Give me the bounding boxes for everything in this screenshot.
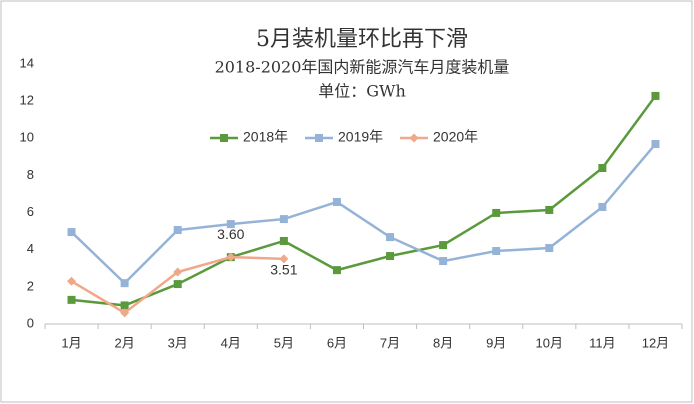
- legend-label: 2019年: [338, 129, 383, 145]
- data-point: [226, 252, 236, 262]
- legend-label: 2018年: [243, 129, 288, 145]
- y-tick-label: 14: [20, 55, 34, 70]
- x-tick-label: 3月: [168, 335, 188, 350]
- legend-marker: [409, 133, 419, 143]
- data-point: [279, 215, 288, 224]
- data-point: [598, 164, 607, 172]
- data-point: [173, 226, 182, 235]
- data-point: [598, 203, 607, 211]
- data-point: [67, 276, 77, 286]
- x-tick-label: 8月: [433, 335, 453, 350]
- data-point: [67, 228, 76, 237]
- data-label: 3.60: [217, 226, 244, 242]
- data-point: [651, 140, 660, 149]
- y-tick-label: 10: [20, 130, 34, 145]
- legend-marker: [315, 134, 323, 142]
- x-tick-label: 6月: [327, 335, 347, 350]
- x-tick-label: 7月: [380, 335, 400, 350]
- data-point: [173, 267, 183, 277]
- series-line: [70, 143, 657, 285]
- y-tick-label: 8: [27, 167, 34, 182]
- x-tick-label: 9月: [486, 335, 506, 350]
- y-tick-label: 6: [27, 204, 34, 219]
- legend-marker: [220, 134, 228, 142]
- series-line: [71, 95, 657, 307]
- x-tick-label: 2月: [115, 335, 135, 350]
- y-tick-label: 12: [20, 93, 34, 108]
- data-point: [120, 279, 129, 288]
- y-tick-label: 0: [27, 315, 34, 330]
- data-point: [279, 236, 288, 245]
- data-point: [279, 254, 289, 264]
- x-tick-label: 4月: [221, 335, 241, 350]
- data-point: [67, 295, 76, 304]
- chart-unit: 单位：GWh: [318, 82, 406, 101]
- x-tick-label: 11月: [589, 335, 616, 350]
- chart-title: 5月装机量环比再下滑: [256, 27, 468, 52]
- data-point: [545, 244, 554, 253]
- y-tick-label: 2: [27, 278, 34, 293]
- data-point: [492, 247, 501, 256]
- data-point: [545, 205, 554, 214]
- data-point: [492, 208, 501, 217]
- data-point: [173, 280, 182, 289]
- chart-subtitle: 2018-2020年国内新能源汽车月度装机量: [215, 58, 510, 77]
- legend-label: 2020年: [433, 129, 478, 145]
- data-point: [386, 233, 395, 242]
- data-point: [332, 197, 341, 206]
- x-tick-label: 1月: [61, 335, 81, 350]
- x-tick-label: 5月: [274, 335, 294, 350]
- data-point: [120, 301, 129, 310]
- data-point: [332, 266, 341, 275]
- data-point: [120, 308, 130, 318]
- x-tick-label: 12月: [642, 335, 669, 350]
- data-point: [439, 241, 448, 250]
- y-tick-label: 4: [27, 241, 34, 256]
- data-point: [386, 252, 395, 261]
- x-tick-label: 10月: [536, 335, 563, 350]
- data-label: 3.51: [270, 262, 297, 278]
- data-point: [226, 220, 235, 229]
- data-point: [651, 91, 660, 100]
- data-point: [439, 257, 448, 266]
